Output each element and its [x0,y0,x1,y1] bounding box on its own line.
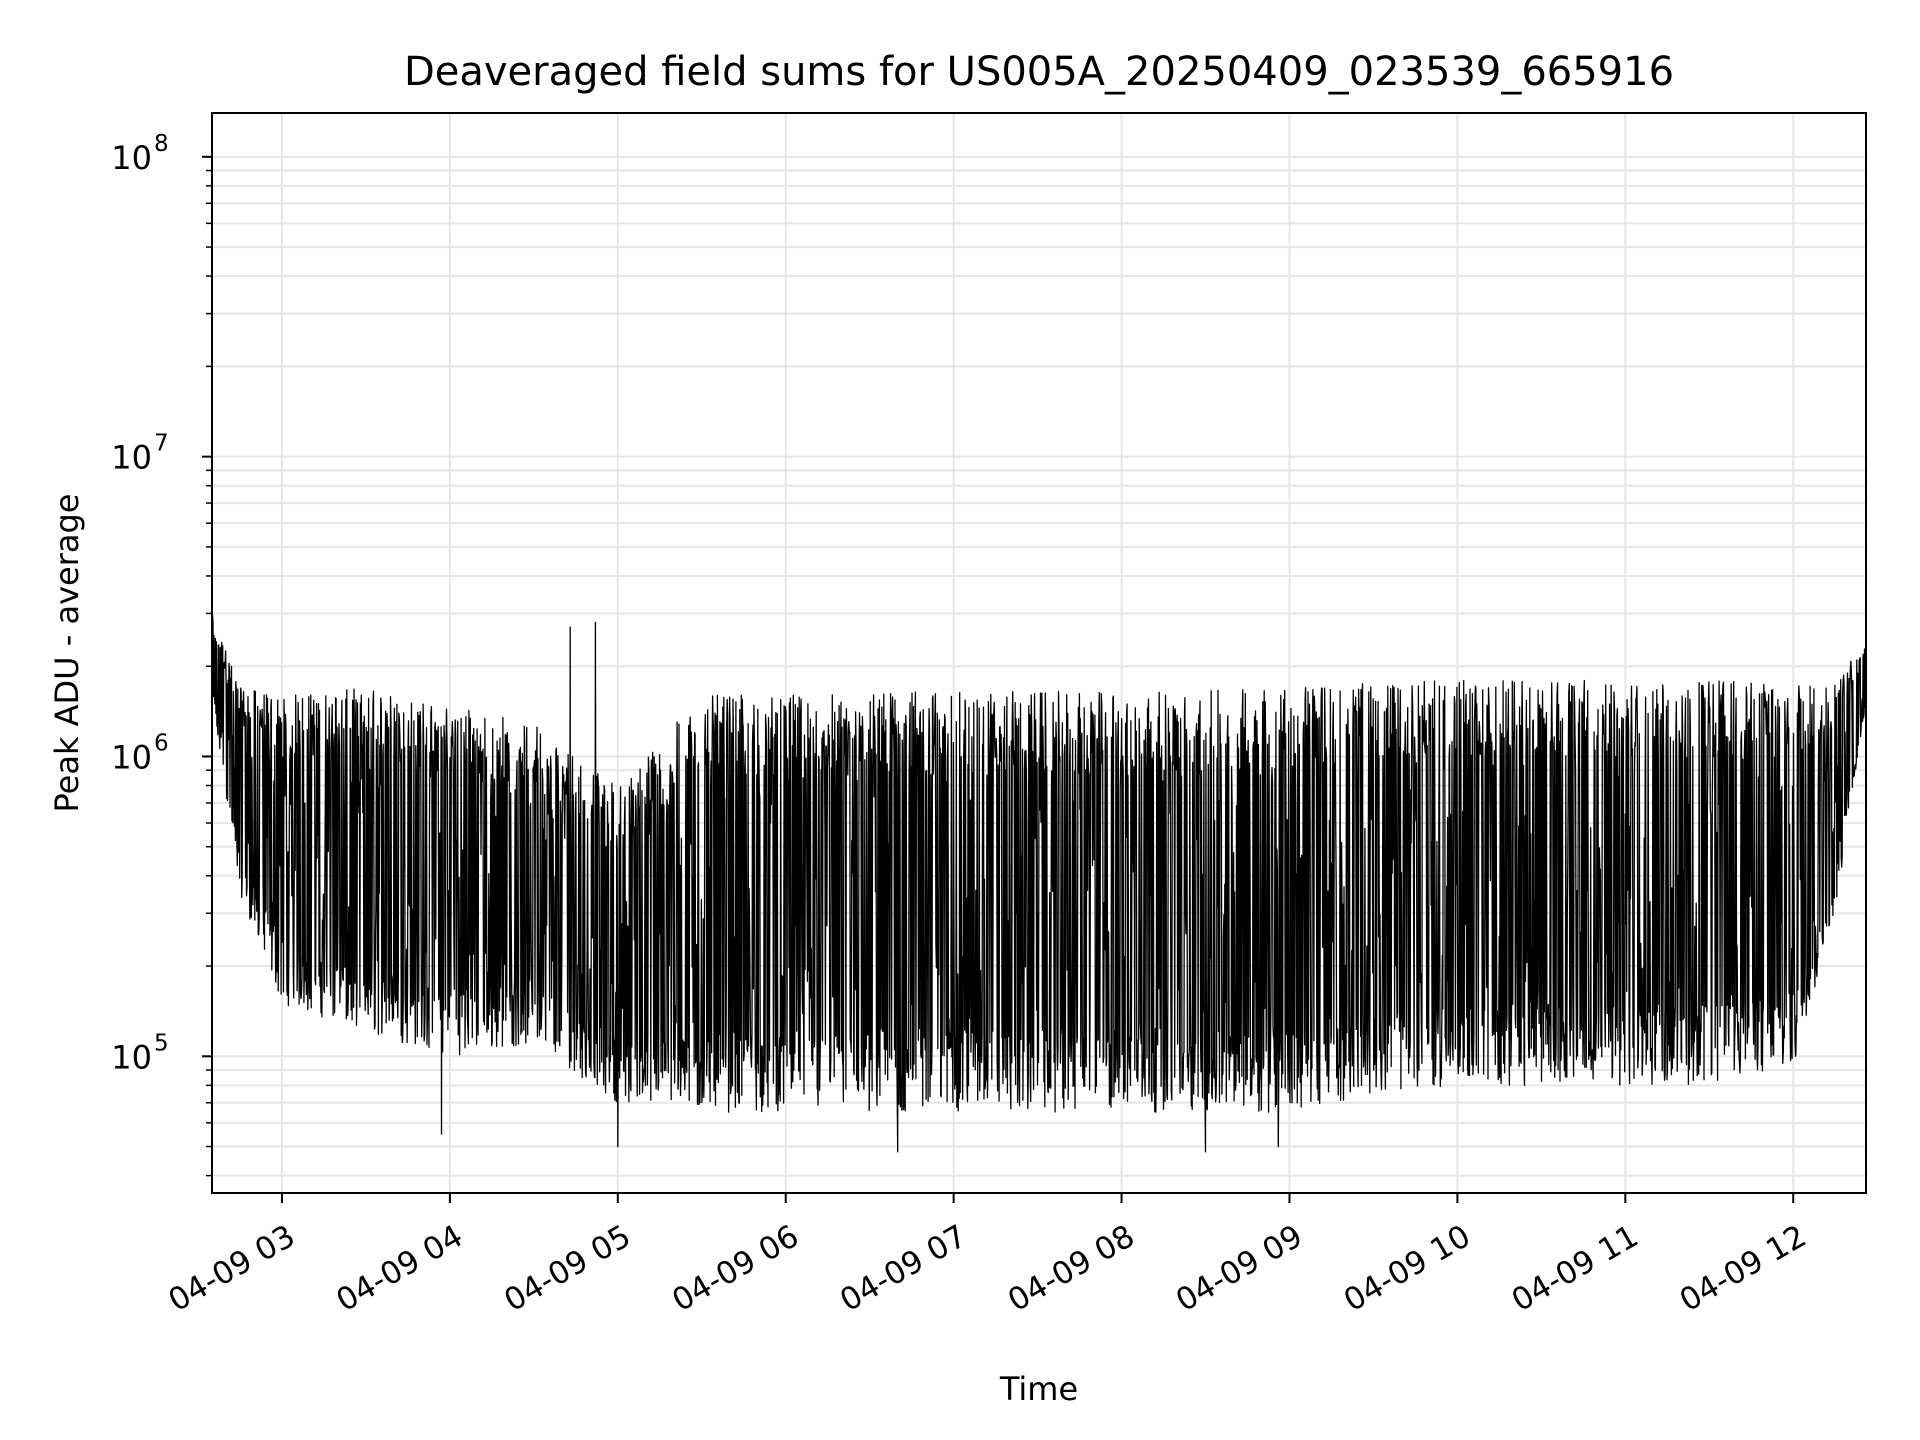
series-line [211,614,1867,1153]
y-tick-label: 10 [111,1038,152,1076]
chart-title: Deaveraged field sums for US005A_2025040… [404,49,1674,95]
y-tick-exponent: 6 [154,730,169,756]
y-tick-exponent: 5 [154,1030,169,1056]
y-axis-label: Peak ADU - average [48,494,86,813]
y-tick-exponent: 7 [154,431,169,457]
y-tick-exponent: 8 [154,131,169,157]
series-path [211,614,1867,1153]
y-tick-label: 10 [111,439,152,477]
y-tick-label: 10 [111,139,152,177]
x-axis-label: Time [999,1370,1078,1408]
y-tick-label: 10 [111,738,152,776]
plot-frame [211,112,1867,1194]
